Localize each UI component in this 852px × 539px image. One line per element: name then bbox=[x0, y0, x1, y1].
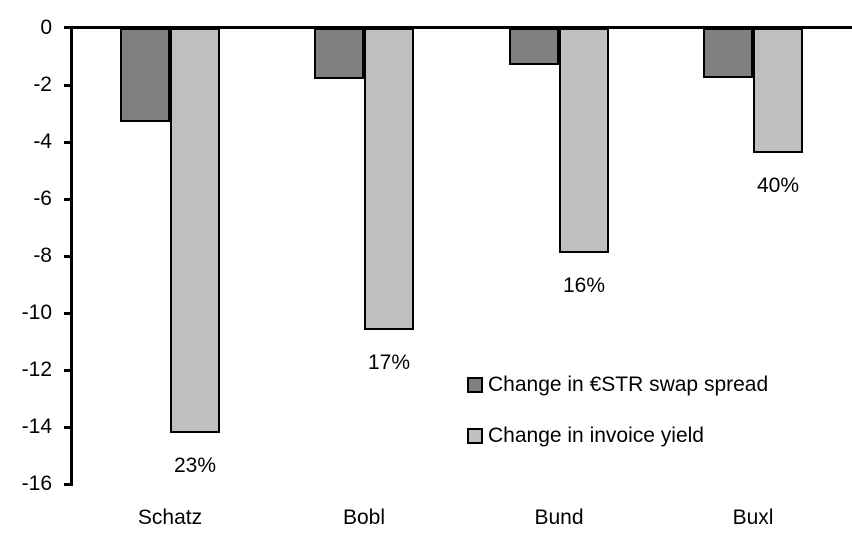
y-axis-tick-label: -6 bbox=[33, 187, 52, 210]
y-axis-tick bbox=[64, 141, 73, 144]
x-axis-zero-line bbox=[64, 26, 852, 29]
y-axis-tick-label: -2 bbox=[33, 73, 52, 96]
x-axis-label-buxl: Buxl bbox=[732, 506, 774, 529]
bar-bund-series-1 bbox=[559, 28, 609, 253]
y-axis-tick-label: -10 bbox=[21, 301, 52, 324]
bar-bund-series-0 bbox=[509, 28, 559, 65]
legend-marker-invoice-yield-icon bbox=[467, 427, 483, 444]
y-axis-tick bbox=[64, 84, 73, 87]
data-label-bobl: 17% bbox=[367, 351, 411, 374]
legend-label-swap-spread: Change in €STR swap spread bbox=[488, 373, 769, 396]
y-axis-tick bbox=[64, 483, 73, 486]
y-axis-tick bbox=[64, 198, 73, 201]
y-axis-tick-label: -12 bbox=[21, 358, 52, 381]
legend: Change in €STR swap spread Change in inv… bbox=[467, 374, 768, 446]
y-axis-tick-label: -14 bbox=[21, 415, 52, 438]
y-axis-line bbox=[70, 28, 73, 486]
bar-bobl-series-1 bbox=[364, 28, 414, 330]
data-label-bund: 16% bbox=[562, 274, 606, 297]
y-axis-tick-label: -16 bbox=[21, 472, 52, 495]
legend-item-invoice-yield: Change in invoice yield bbox=[467, 425, 768, 446]
bar-schatz-series-0 bbox=[120, 28, 170, 122]
y-axis-tick-label: -8 bbox=[33, 244, 52, 267]
y-axis-tick-label: 0 bbox=[40, 16, 52, 39]
bar-schatz-series-1 bbox=[170, 28, 220, 433]
legend-marker-swap-spread-icon bbox=[467, 376, 483, 393]
x-axis-label-schatz: Schatz bbox=[137, 506, 203, 529]
legend-label-invoice-yield: Change in invoice yield bbox=[488, 424, 704, 447]
bar-buxl-series-1 bbox=[753, 28, 803, 153]
data-label-schatz: 23% bbox=[173, 454, 217, 477]
y-axis-tick bbox=[64, 312, 73, 315]
bar-bobl-series-0 bbox=[314, 28, 364, 79]
y-axis-tick bbox=[64, 369, 73, 372]
bar-buxl-series-0 bbox=[703, 28, 753, 78]
y-axis-tick bbox=[64, 426, 73, 429]
data-label-buxl: 40% bbox=[756, 174, 800, 197]
x-axis-label-bund: Bund bbox=[534, 506, 584, 529]
x-axis-label-bobl: Bobl bbox=[342, 506, 386, 529]
legend-item-swap-spread: Change in €STR swap spread bbox=[467, 374, 768, 395]
y-axis-tick bbox=[64, 255, 73, 258]
y-axis-tick-label: -4 bbox=[33, 130, 52, 153]
